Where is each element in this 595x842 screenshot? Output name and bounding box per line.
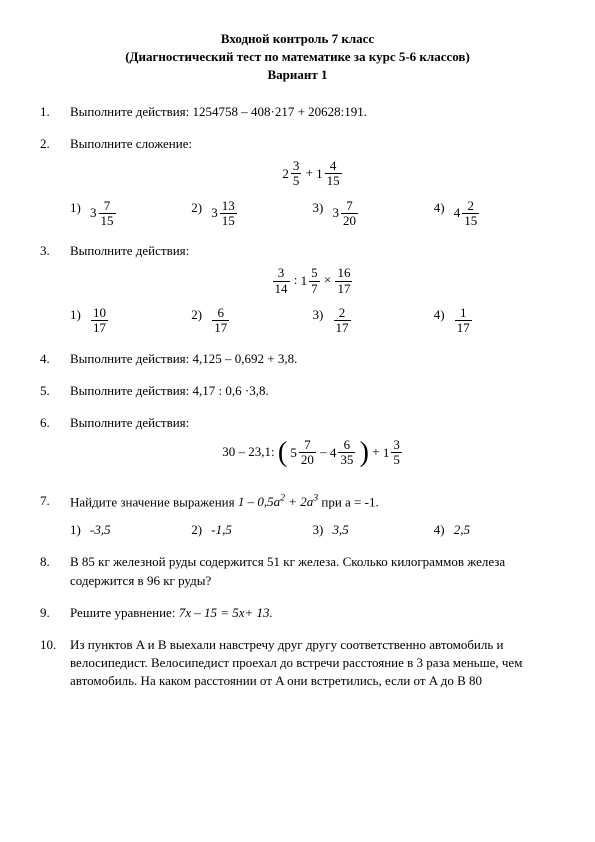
task-body: Решите уравнение: 7x – 15 = 5x+ 13. bbox=[70, 604, 555, 622]
task-number: 7. bbox=[40, 492, 70, 540]
task-number: 8. bbox=[40, 553, 70, 589]
task-number: 1. bbox=[40, 103, 70, 121]
task-number: 5. bbox=[40, 382, 70, 400]
task-5: 5. Выполните действия: 4,17 : 0,6 ·3,8. bbox=[40, 382, 555, 400]
task-body: Найдите значение выражения 1 – 0,5a2 + 2… bbox=[70, 492, 555, 540]
task-10: 10. Из пунктов A и B выехали навстречу д… bbox=[40, 636, 555, 691]
option-2: 2)-1,5 bbox=[191, 521, 312, 539]
option-1: 1) 1017 bbox=[70, 306, 191, 336]
task-2: 2. Выполните сложение: 235 + 1415 1) 371… bbox=[40, 135, 555, 228]
header-line-2: (Диагностический тест по математике за к… bbox=[40, 48, 555, 66]
task-7: 7. Найдите значение выражения 1 – 0,5a2 … bbox=[40, 492, 555, 540]
task-8: 8. В 85 кг железной руды содержится 51 к… bbox=[40, 553, 555, 589]
task-prompt: Выполните действия: bbox=[70, 242, 555, 260]
option-1: 1) 3715 bbox=[70, 199, 191, 229]
task-prompt: Выполните сложение: bbox=[70, 135, 555, 153]
worksheet-page: Входной контроль 7 класс (Диагностически… bbox=[0, 0, 595, 690]
task-options: 1)-3,5 2)-1,5 3)3,5 4)2,5 bbox=[70, 521, 555, 539]
task-body: В 85 кг железной руды содержится 51 кг ж… bbox=[70, 553, 555, 589]
task-body: Выполните сложение: 235 + 1415 1) 3715 2… bbox=[70, 135, 555, 228]
task-body: Выполните действия: 1254758 – 408·217 + … bbox=[70, 103, 555, 121]
right-paren-icon: ) bbox=[360, 439, 369, 467]
option-3: 3) 3720 bbox=[313, 199, 434, 229]
task-number: 10. bbox=[40, 636, 70, 691]
task-number: 2. bbox=[40, 135, 70, 228]
task-options: 1) 3715 2) 31315 3) 3720 4) 4215 bbox=[70, 199, 555, 229]
task-body: Из пунктов A и B выехали навстречу друг … bbox=[70, 636, 555, 691]
option-4: 4)2,5 bbox=[434, 521, 555, 539]
task-body: Выполните действия: 314 : 157 × 1617 1) … bbox=[70, 242, 555, 335]
task-9: 9. Решите уравнение: 7x – 15 = 5x+ 13. bbox=[40, 604, 555, 622]
task-expression: 30 – 23,1: ( 5720 – 4635 ) + 135 bbox=[70, 438, 555, 468]
task-number: 9. bbox=[40, 604, 70, 622]
task-body: Выполните действия: 4,17 : 0,6 ·3,8. bbox=[70, 382, 555, 400]
task-number: 4. bbox=[40, 350, 70, 368]
option-3: 3)3,5 bbox=[313, 521, 434, 539]
task-body: Выполните действия: 4,125 – 0,692 + 3,8. bbox=[70, 350, 555, 368]
option-1: 1)-3,5 bbox=[70, 521, 191, 539]
task-4: 4. Выполните действия: 4,125 – 0,692 + 3… bbox=[40, 350, 555, 368]
left-paren-icon: ( bbox=[278, 439, 287, 467]
task-3: 3. Выполните действия: 314 : 157 × 1617 … bbox=[40, 242, 555, 335]
task-body: Выполните действия: 30 – 23,1: ( 5720 – … bbox=[70, 414, 555, 478]
header-line-1: Входной контроль 7 класс bbox=[40, 30, 555, 48]
task-1: 1. Выполните действия: 1254758 – 408·217… bbox=[40, 103, 555, 121]
task-prompt: Выполните действия: bbox=[70, 414, 555, 432]
task-expression: 314 : 157 × 1617 bbox=[70, 266, 555, 296]
task-expression: 235 + 1415 bbox=[70, 159, 555, 189]
header: Входной контроль 7 класс (Диагностически… bbox=[40, 30, 555, 85]
option-4: 4) 117 bbox=[434, 306, 555, 336]
task-number: 6. bbox=[40, 414, 70, 478]
option-3: 3) 217 bbox=[313, 306, 434, 336]
task-text: Найдите значение выражения 1 – 0,5a2 + 2… bbox=[70, 492, 555, 512]
task-number: 3. bbox=[40, 242, 70, 335]
task-options: 1) 1017 2) 617 3) 217 4) 117 bbox=[70, 306, 555, 336]
option-2: 2) 617 bbox=[191, 306, 312, 336]
option-2: 2) 31315 bbox=[191, 199, 312, 229]
option-4: 4) 4215 bbox=[434, 199, 555, 229]
header-line-3: Вариант 1 bbox=[40, 66, 555, 84]
task-6: 6. Выполните действия: 30 – 23,1: ( 5720… bbox=[40, 414, 555, 478]
